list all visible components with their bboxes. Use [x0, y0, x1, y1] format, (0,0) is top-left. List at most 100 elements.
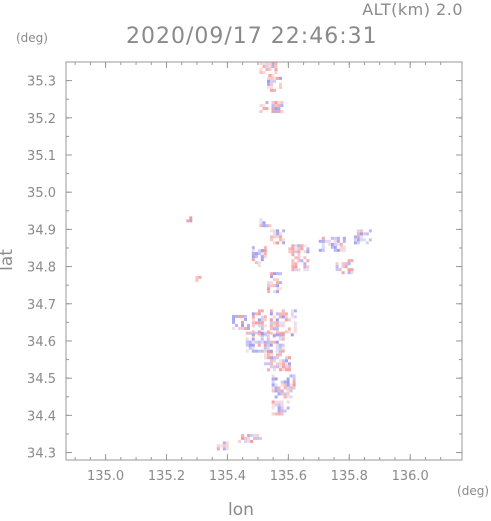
positive-cell: [278, 312, 282, 316]
positive-cell: [244, 436, 248, 440]
positive-cell: [259, 62, 263, 65]
positive-cell: [251, 334, 255, 338]
data-region: [267, 76, 283, 92]
positive-cell: [280, 403, 284, 407]
negative-cell: [235, 314, 239, 318]
negative-cell: [275, 333, 279, 337]
positive-cell: [251, 249, 255, 253]
negative-cell: [274, 107, 278, 111]
positive-cell: [269, 309, 273, 313]
positive-cell: [245, 337, 249, 341]
negative-cell: [254, 252, 258, 256]
negative-cell: [247, 436, 251, 440]
positive-cell: [225, 447, 229, 451]
plot-frame: [65, 61, 463, 461]
negative-cell: [281, 324, 285, 328]
positive-cell: [269, 340, 273, 344]
negative-cell: [273, 272, 277, 276]
positive-cell: [297, 268, 301, 272]
positive-cell: [279, 235, 283, 239]
negative-cell: [347, 271, 351, 275]
negative-cell: [260, 255, 264, 259]
positive-cell: [274, 65, 278, 68]
negative-cell: [279, 272, 283, 276]
positive-cell: [195, 278, 199, 282]
negative-cell: [247, 439, 251, 443]
negative-cell: [333, 236, 337, 240]
positive-cell: [267, 350, 270, 354]
x-tick-label: 135.2: [148, 469, 185, 484]
data-region: [238, 433, 263, 443]
positive-cell: [280, 383, 284, 387]
data-region: [335, 259, 354, 275]
negative-cell: [278, 343, 282, 347]
negative-cell: [245, 343, 249, 347]
positive-cell: [297, 247, 301, 251]
data-region: [271, 374, 296, 399]
positive-cell: [268, 224, 272, 228]
positive-cell: [250, 439, 254, 443]
positive-cell: [186, 219, 190, 223]
positive-cell: [344, 262, 348, 266]
positive-cell: [270, 76, 274, 80]
negative-cell: [297, 244, 301, 248]
negative-cell: [251, 312, 255, 316]
positive-cell: [268, 62, 272, 65]
positive-cell: [263, 252, 267, 256]
data-region: [288, 244, 310, 272]
positive-cell: [251, 324, 255, 328]
negative-cell: [283, 392, 287, 396]
negative-cell: [259, 221, 263, 225]
negative-cell: [274, 383, 278, 387]
positive-cell: [279, 85, 283, 89]
negative-cell: [265, 65, 269, 68]
data-region: [267, 272, 283, 294]
positive-cell: [276, 362, 279, 366]
positive-cell: [268, 68, 272, 71]
negative-cell: [279, 350, 282, 354]
negative-cell: [286, 377, 290, 381]
positive-cell: [251, 318, 255, 322]
positive-cell: [306, 265, 310, 269]
positive-cell: [275, 324, 279, 328]
plot-border: [65, 61, 463, 461]
negative-cell: [260, 331, 264, 335]
positive-cell: [281, 346, 285, 350]
positive-cell: [285, 356, 288, 360]
positive-cell: [284, 312, 288, 316]
altitude-label: ALT(km) 2.0: [362, 0, 463, 19]
data-region: [353, 229, 372, 245]
negative-cell: [277, 403, 281, 407]
positive-cell: [286, 395, 290, 399]
y-tick-label: 34.8: [27, 261, 56, 276]
y-tick-label: 35.3: [27, 75, 56, 90]
positive-cell: [327, 242, 331, 246]
negative-cell: [281, 333, 285, 337]
positive-cell: [238, 326, 242, 330]
negative-cell: [275, 312, 279, 316]
positive-cell: [273, 76, 277, 80]
negative-cell: [283, 409, 287, 413]
negative-cell: [244, 314, 248, 318]
positive-cell: [284, 330, 288, 334]
positive-cell: [274, 101, 278, 105]
positive-cell: [272, 340, 276, 344]
positive-cell: [262, 107, 266, 111]
positive-cell: [278, 331, 282, 335]
negative-cell: [353, 238, 357, 242]
negative-cell: [260, 258, 264, 262]
data-region: [216, 441, 229, 451]
negative-cell: [273, 290, 277, 294]
positive-cell: [292, 383, 296, 387]
y-tick-label: 34.3: [27, 447, 56, 462]
positive-cell: [271, 389, 275, 393]
positive-cell: [279, 362, 282, 366]
positive-cell: [292, 380, 296, 384]
negative-cell: [294, 268, 298, 272]
negative-cell: [318, 248, 322, 252]
negative-cell: [259, 436, 263, 440]
positive-cell: [288, 365, 291, 369]
positive-cell: [297, 259, 301, 263]
y-tick-label: 34.4: [27, 409, 56, 424]
negative-cell: [289, 374, 293, 378]
